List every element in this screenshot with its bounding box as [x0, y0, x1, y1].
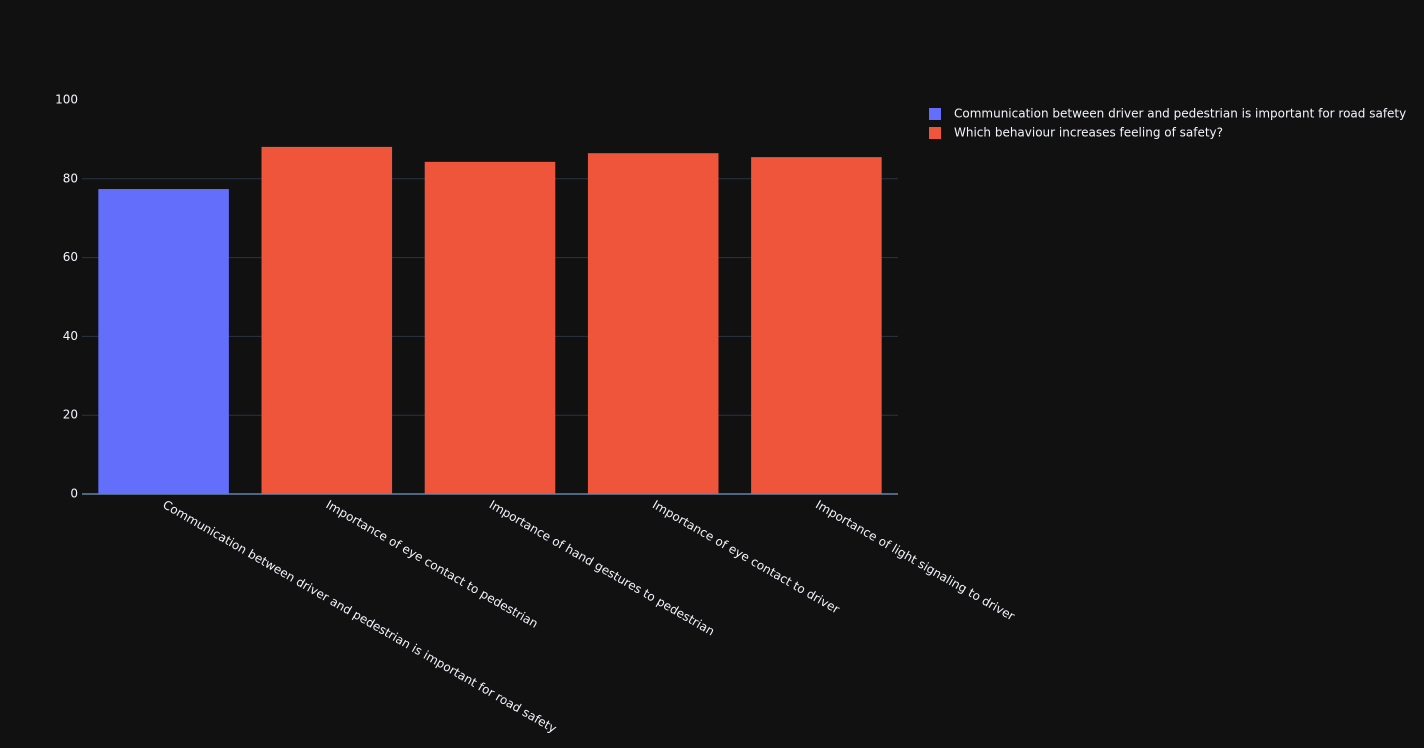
y-tick-label: 20: [63, 408, 78, 422]
legend-swatch: [929, 108, 941, 120]
y-tick-label: 0: [70, 487, 78, 501]
bar: [751, 157, 882, 494]
y-tick-label: 100: [55, 93, 78, 107]
bar: [98, 189, 229, 494]
y-tick-label: 80: [63, 171, 78, 185]
legend-label: Which behaviour increases feeling of saf…: [954, 126, 1223, 140]
legend-label: Communication between driver and pedestr…: [954, 107, 1406, 121]
y-tick-label: 40: [63, 329, 78, 343]
bar: [424, 161, 556, 494]
legend-swatch: [929, 127, 941, 139]
y-tick-label: 60: [63, 250, 78, 264]
bar: [587, 153, 719, 494]
bar: [261, 146, 393, 495]
